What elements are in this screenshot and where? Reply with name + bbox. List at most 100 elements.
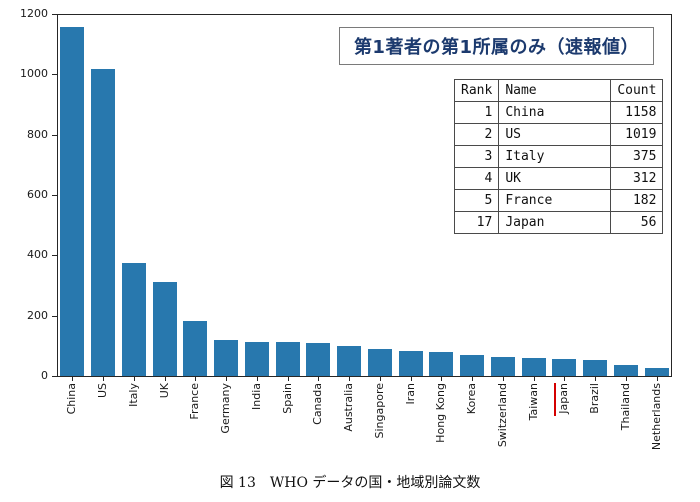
x-tick-mark <box>595 377 596 381</box>
rank-table-header-rank: Rank <box>453 79 500 102</box>
x-tick-label: Thailand <box>619 383 632 431</box>
x-tick-mark <box>503 377 504 381</box>
bar-italy <box>122 263 146 376</box>
bar-singapore <box>368 349 392 376</box>
rank-table-head: Rank Name Count <box>453 79 664 102</box>
x-tick-label: China <box>65 383 78 415</box>
rank-table-cell: 312 <box>610 167 664 190</box>
bar-france <box>183 321 207 376</box>
rank-table-cell: 3 <box>453 145 500 168</box>
x-tick-label: Switzerland <box>496 383 509 448</box>
bar-korea <box>460 355 484 376</box>
x-tick-label: Iran <box>404 383 417 405</box>
x-tick-label: India <box>250 383 263 410</box>
x-tick-mark <box>534 377 535 381</box>
chart-title: 第1著者の第1所属のみ（速報値） <box>338 27 654 65</box>
rank-table-cell: UK <box>498 167 612 190</box>
rank-table-header-row: Rank Name Count <box>453 79 664 102</box>
y-tick-mark <box>52 135 57 136</box>
x-tick-label: Hong Kong <box>434 383 447 443</box>
bar-spain <box>276 342 300 376</box>
rank-table: Rank Name Count 1 China 1158 2 US 1019 3 Italy 375… <box>453 79 664 234</box>
bar-netherlands <box>645 368 669 376</box>
bar-australia <box>337 346 361 376</box>
rank-table-header-count: Count <box>610 79 664 102</box>
rank-table-row: 5 France 182 <box>453 189 664 212</box>
x-tick-mark <box>657 377 658 381</box>
bar-brazil <box>583 360 607 376</box>
y-tick-label: 200 <box>27 309 48 322</box>
x-tick-label: France <box>188 383 201 420</box>
bar-us <box>91 69 115 376</box>
bar-china <box>60 27 84 376</box>
x-tick-mark <box>441 377 442 381</box>
y-tick-mark <box>52 195 57 196</box>
bar-germany <box>214 340 238 376</box>
bar-india <box>245 342 269 376</box>
x-tick-mark <box>195 377 196 381</box>
x-tick-mark <box>257 377 258 381</box>
bar-hong-kong <box>429 352 453 376</box>
rank-table-cell: Italy <box>498 145 612 168</box>
rank-table-cell: 1019 <box>610 123 664 146</box>
rank-table-body: 1 China 1158 2 US 1019 3 Italy 375 4 UK 312 5 France 1… <box>453 101 664 234</box>
x-tick-label: Italy <box>127 383 140 407</box>
x-tick-label: Spain <box>281 383 294 414</box>
y-tick-label: 400 <box>27 248 48 261</box>
rank-table-row: 17 Japan 56 <box>453 211 664 234</box>
x-tick-mark <box>564 377 565 381</box>
rank-table-row: 4 UK 312 <box>453 167 664 190</box>
x-tick-label: Taiwan <box>527 383 540 421</box>
rank-table-cell: Japan <box>498 211 612 234</box>
bar-japan <box>552 359 576 376</box>
rank-table-cell: 56 <box>610 211 664 234</box>
bar-uk <box>153 282 177 376</box>
rank-table-cell: 1 <box>453 101 500 124</box>
bar-thailand <box>614 365 638 376</box>
y-tick-label: 1000 <box>20 67 48 80</box>
rank-table-cell: 182 <box>610 189 664 212</box>
x-tick-mark <box>226 377 227 381</box>
rank-table-cell: 4 <box>453 167 500 190</box>
rank-table-cell: 17 <box>453 211 500 234</box>
rank-table-cell: China <box>498 101 612 124</box>
x-tick-label: Netherlands <box>650 383 663 451</box>
x-tick-mark <box>380 377 381 381</box>
rank-table-header-name: Name <box>498 79 612 102</box>
x-tick-mark <box>72 377 73 381</box>
y-tick-mark <box>52 74 57 75</box>
x-tick-label: US <box>96 383 109 399</box>
x-tick-mark <box>472 377 473 381</box>
x-tick-label: Japan <box>557 383 570 414</box>
x-tick-mark <box>288 377 289 381</box>
x-tick-mark <box>349 377 350 381</box>
x-tick-mark <box>103 377 104 381</box>
bar-canada <box>306 343 330 376</box>
rank-table-row: 3 Italy 375 <box>453 145 664 168</box>
rank-table-cell: France <box>498 189 612 212</box>
y-tick-label: 1200 <box>20 7 48 20</box>
x-tick-mark <box>411 377 412 381</box>
figure-caption: 図 13 WHO データの国・地域別論文数 <box>219 475 481 491</box>
y-tick-mark <box>52 255 57 256</box>
x-tick-mark <box>318 377 319 381</box>
y-tick-label: 0 <box>41 369 48 382</box>
x-tick-label: Korea <box>465 383 478 415</box>
x-tick-label: Canada <box>311 383 324 425</box>
x-tick-label: Germany <box>219 383 232 434</box>
x-tick-label: UK <box>158 383 171 399</box>
x-tick-mark <box>134 377 135 381</box>
bar-iran <box>399 351 423 376</box>
y-tick-mark <box>52 316 57 317</box>
x-tick-label: Singapore <box>373 383 386 439</box>
plot-area <box>57 14 672 377</box>
rank-table-row: 1 China 1158 <box>453 101 664 124</box>
rank-table-cell: US <box>498 123 612 146</box>
rank-table-cell: 5 <box>453 189 500 212</box>
x-tick-mark <box>165 377 166 381</box>
rank-table-row: 2 US 1019 <box>453 123 664 146</box>
bar-switzerland <box>491 357 515 376</box>
rank-table-cell: 1158 <box>610 101 664 124</box>
y-tick-mark <box>52 376 57 377</box>
